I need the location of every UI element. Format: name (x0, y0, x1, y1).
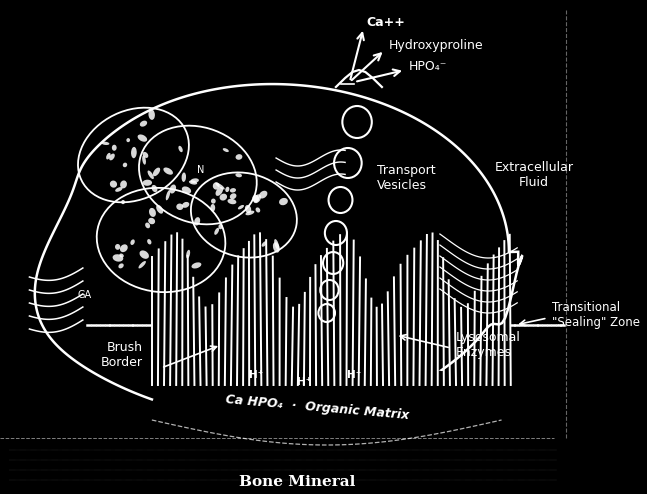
Text: Transitional
"Sealing" Zone: Transitional "Sealing" Zone (552, 301, 640, 329)
Ellipse shape (170, 184, 176, 194)
Ellipse shape (211, 199, 215, 204)
Text: HPO₄⁻: HPO₄⁻ (409, 59, 447, 73)
Ellipse shape (140, 121, 147, 126)
Ellipse shape (115, 187, 122, 192)
Ellipse shape (106, 153, 111, 160)
Ellipse shape (256, 207, 260, 212)
Ellipse shape (145, 223, 150, 228)
Ellipse shape (126, 138, 130, 142)
Ellipse shape (189, 180, 197, 185)
Ellipse shape (109, 154, 115, 161)
Ellipse shape (215, 187, 223, 196)
Ellipse shape (115, 244, 120, 250)
Ellipse shape (113, 254, 124, 262)
Ellipse shape (120, 245, 127, 252)
Ellipse shape (214, 228, 219, 235)
Ellipse shape (123, 163, 127, 167)
Ellipse shape (219, 194, 227, 201)
Ellipse shape (245, 205, 251, 213)
Ellipse shape (190, 178, 199, 183)
Ellipse shape (147, 239, 151, 245)
Ellipse shape (230, 193, 236, 199)
Ellipse shape (142, 152, 148, 158)
Ellipse shape (138, 134, 147, 142)
Ellipse shape (238, 205, 244, 209)
Ellipse shape (112, 145, 116, 151)
Ellipse shape (225, 187, 230, 192)
Ellipse shape (215, 183, 225, 190)
Ellipse shape (148, 218, 155, 224)
Ellipse shape (228, 199, 236, 204)
Ellipse shape (210, 204, 215, 211)
Ellipse shape (131, 240, 135, 245)
Text: H⁺: H⁺ (248, 370, 263, 380)
Text: Transport
Vesicles: Transport Vesicles (377, 164, 436, 192)
Ellipse shape (182, 202, 190, 208)
Text: Ca++: Ca++ (366, 15, 405, 29)
Ellipse shape (176, 204, 183, 210)
Ellipse shape (142, 180, 152, 186)
Text: Lysosomal
Enzymes: Lysosomal Enzymes (455, 331, 520, 359)
Ellipse shape (279, 198, 288, 205)
Ellipse shape (148, 109, 155, 120)
Text: H⁺: H⁺ (296, 377, 311, 387)
Ellipse shape (179, 146, 182, 152)
Ellipse shape (192, 262, 201, 269)
Ellipse shape (151, 185, 157, 192)
Ellipse shape (153, 167, 160, 176)
Ellipse shape (149, 208, 156, 217)
Ellipse shape (259, 191, 267, 199)
Ellipse shape (148, 170, 154, 179)
Ellipse shape (120, 180, 127, 188)
Ellipse shape (102, 142, 109, 145)
Ellipse shape (110, 181, 117, 188)
Ellipse shape (236, 173, 242, 177)
Text: GA: GA (78, 290, 92, 300)
Ellipse shape (118, 263, 124, 268)
Text: H⁺: H⁺ (347, 370, 362, 380)
Ellipse shape (182, 186, 191, 194)
Ellipse shape (186, 250, 190, 258)
Ellipse shape (219, 224, 223, 229)
Ellipse shape (166, 190, 170, 200)
Ellipse shape (194, 217, 200, 225)
Ellipse shape (156, 205, 163, 214)
Ellipse shape (273, 242, 280, 252)
Ellipse shape (213, 182, 219, 190)
Text: Ca HPO₄  ·  Organic Matrix: Ca HPO₄ · Organic Matrix (225, 394, 410, 422)
Ellipse shape (261, 241, 267, 247)
Ellipse shape (131, 147, 137, 158)
Ellipse shape (245, 210, 254, 215)
Ellipse shape (152, 360, 501, 450)
Ellipse shape (182, 172, 186, 182)
Ellipse shape (252, 195, 259, 203)
Ellipse shape (223, 148, 229, 152)
Ellipse shape (138, 261, 146, 268)
Text: Brush
Border: Brush Border (101, 341, 142, 369)
Ellipse shape (164, 167, 173, 175)
Text: N: N (197, 165, 204, 175)
Ellipse shape (236, 154, 243, 160)
Ellipse shape (121, 200, 125, 204)
Ellipse shape (119, 253, 124, 257)
Text: Hydroxyproline: Hydroxyproline (388, 40, 483, 52)
Text: Bone Mineral: Bone Mineral (239, 475, 355, 489)
Ellipse shape (142, 156, 146, 165)
Ellipse shape (140, 250, 149, 259)
Text: Extracellular
Fluid: Extracellular Fluid (494, 161, 573, 189)
Ellipse shape (254, 194, 261, 203)
Ellipse shape (230, 188, 236, 193)
Ellipse shape (274, 239, 280, 250)
